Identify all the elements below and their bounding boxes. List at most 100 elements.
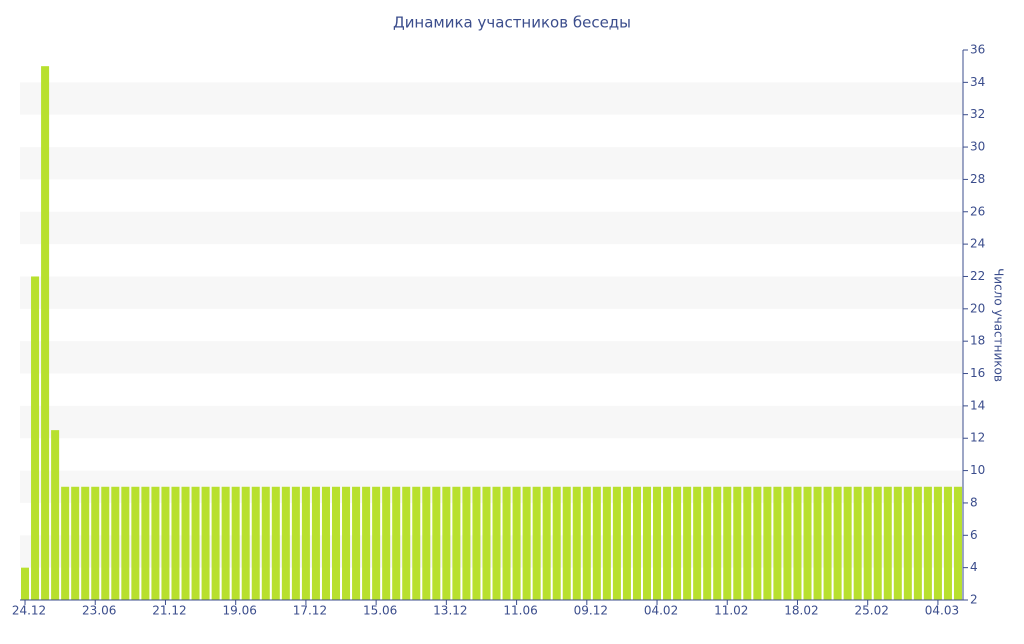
bar (743, 486, 752, 600)
x-tick-label: 17.12 (293, 604, 327, 618)
bar (161, 486, 170, 600)
bar (231, 486, 240, 600)
x-tick-label: 18.02 (784, 604, 818, 618)
y-tick-label: 34 (970, 75, 985, 89)
bar (372, 486, 381, 600)
bar (783, 486, 792, 600)
bar (562, 486, 571, 600)
bar (111, 486, 120, 600)
bar (432, 486, 441, 600)
y-tick-label: 10 (970, 463, 985, 477)
bar (101, 486, 110, 600)
y-tick-label: 26 (970, 204, 985, 218)
x-tick-label: 25.02 (855, 604, 889, 618)
bar (733, 486, 742, 600)
bar (422, 486, 431, 600)
bar (803, 486, 812, 600)
x-tick-label: 09.12 (574, 604, 608, 618)
bar (502, 486, 511, 600)
grid-band (20, 276, 963, 309)
bar (933, 486, 942, 600)
y-tick-label: 22 (970, 269, 985, 283)
bar (51, 430, 60, 600)
bar (542, 486, 551, 600)
grid-band (20, 82, 963, 115)
bar (582, 486, 591, 600)
bar (723, 486, 732, 600)
grid-band (20, 405, 963, 439)
y-tick-label: 2 (970, 593, 978, 607)
bar (261, 486, 270, 600)
bar (793, 486, 802, 600)
x-tick-label: 13.12 (433, 604, 467, 618)
bar (382, 486, 391, 600)
bar (663, 486, 672, 600)
bar (943, 486, 952, 600)
y-tick-label: 28 (970, 172, 985, 186)
bar (331, 486, 341, 600)
bar (301, 486, 310, 600)
bar (271, 486, 280, 600)
bar (171, 486, 180, 600)
bar (141, 486, 150, 600)
bar (602, 486, 611, 600)
bar (522, 486, 531, 600)
bar (71, 486, 80, 600)
bar (512, 486, 521, 600)
y-tick-label: 32 (970, 107, 985, 121)
bar (913, 486, 922, 600)
bar (442, 486, 451, 600)
bar (462, 486, 471, 600)
bar (151, 486, 160, 600)
bar (873, 486, 882, 600)
x-tick-label: 11.02 (714, 604, 748, 618)
y-tick-label: 4 (970, 560, 978, 574)
bar (41, 66, 50, 601)
y-tick-label: 30 (970, 140, 985, 154)
bar (763, 486, 772, 600)
bar (91, 486, 100, 600)
bar (813, 486, 822, 600)
bar (281, 486, 290, 600)
bar (843, 486, 852, 600)
bar (532, 486, 541, 600)
x-tick-label: 04.02 (644, 604, 678, 618)
x-tick-label: 21.12 (152, 604, 186, 618)
y-tick-label: 36 (970, 43, 985, 57)
x-tick-label: 04.03 (925, 604, 959, 618)
grid-band (20, 147, 963, 180)
y-tick-label: 12 (970, 431, 985, 445)
bar (352, 486, 361, 600)
bar (241, 486, 250, 600)
y-tick-label: 20 (970, 301, 985, 315)
bar (703, 486, 712, 600)
bar (673, 486, 682, 600)
bar (632, 486, 641, 600)
bar (683, 486, 692, 600)
bar (492, 486, 501, 600)
bar (572, 486, 581, 600)
bar (342, 486, 351, 600)
y-tick-label: 18 (970, 334, 985, 348)
y-tick-label: 16 (970, 366, 985, 380)
y-tick-label: 8 (970, 495, 978, 509)
bar (31, 276, 40, 600)
y-tick-label: 6 (970, 528, 978, 542)
bar (321, 486, 330, 600)
bar (362, 486, 371, 600)
y-tick-label: 24 (970, 237, 985, 251)
chart-title: Динамика участников беседы (393, 14, 631, 32)
bar (311, 486, 320, 600)
x-tick-label: 15.06 (363, 604, 397, 618)
bar (592, 486, 601, 600)
bar (753, 486, 762, 600)
x-tick-label: 24.12 (12, 604, 46, 618)
bar (21, 567, 30, 600)
bar (883, 486, 892, 600)
bar (452, 486, 461, 600)
bar (622, 486, 631, 600)
bar (713, 486, 722, 600)
bar (642, 486, 652, 600)
bar (201, 486, 210, 600)
bar (221, 486, 230, 600)
